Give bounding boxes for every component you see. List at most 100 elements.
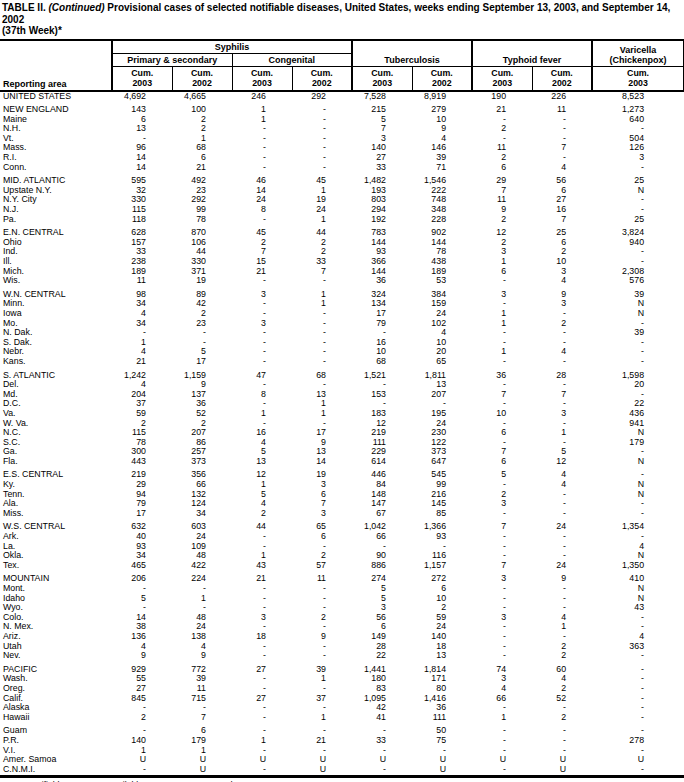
value-cell: 1,350 <box>592 561 684 571</box>
value-cell: - <box>472 532 532 542</box>
value-cell: - <box>292 143 352 153</box>
table-row: Md.20413781315320777- <box>0 390 684 400</box>
value-cell: 576 <box>592 276 684 286</box>
value-cell: 2 <box>532 319 592 329</box>
value-cell: 9 <box>292 632 352 642</box>
value-cell: - <box>232 143 292 153</box>
value-cell: 57 <box>292 561 352 571</box>
table-row: N. Dak.-----4--39 <box>0 328 684 338</box>
value-cell: - <box>292 319 352 329</box>
table-row: La.93109------4 <box>0 542 684 552</box>
value-cell: - <box>532 594 592 604</box>
table-row: W.N. CENTRAL9889313243843939 <box>0 290 684 300</box>
value-cell: U <box>472 755 532 765</box>
value-cell: 2 <box>472 124 532 134</box>
value-cell: 1 <box>292 299 352 309</box>
value-cell: - <box>292 357 352 367</box>
value-cell: 640 <box>592 115 684 125</box>
value-cell: 5 <box>472 470 532 480</box>
table-row: Fla.4433731314614647612N <box>0 457 684 467</box>
value-cell: 19 <box>172 276 232 286</box>
col-header-varicella-cum-2003: Cum.2003 <box>592 66 684 91</box>
value-cell: - <box>472 651 532 661</box>
table-bottom-rule <box>0 775 684 778</box>
value-cell: - <box>292 309 352 319</box>
value-cell: 4 <box>532 480 592 490</box>
value-cell: - <box>592 195 684 205</box>
value-cell: 34 <box>112 319 172 329</box>
value-cell: 7,528 <box>352 91 412 102</box>
value-cell: N <box>592 490 684 500</box>
value-cell: 886 <box>352 561 412 571</box>
value-cell: 190 <box>472 91 532 102</box>
col-group-primary-secondary: Primary & secondary <box>112 53 232 66</box>
value-cell: - <box>592 665 684 675</box>
reporting-area-header: Reporting area <box>0 40 112 91</box>
value-cell: - <box>232 124 292 134</box>
table-row: P.R.1401791213375--278 <box>0 736 684 746</box>
value-cell: - <box>592 674 684 684</box>
table-row: Va.595211183195103436 <box>0 409 684 419</box>
table-row: Wyo.----32--43 <box>0 603 684 613</box>
value-cell: 7 <box>172 713 232 723</box>
value-cell: - <box>232 703 292 713</box>
value-cell: 7 <box>472 390 532 400</box>
value-cell: U <box>292 765 352 775</box>
value-cell: 6 <box>292 532 352 542</box>
value-cell: 1 <box>292 674 352 684</box>
value-cell: - <box>292 642 352 652</box>
reporting-area-cell: Hawaii <box>0 713 112 723</box>
value-cell: 27 <box>232 665 292 675</box>
value-cell: - <box>472 357 532 367</box>
table-row: Mich.189371217144189632,308 <box>0 267 684 277</box>
table-row: PACIFIC92977227391,4411,8147460- <box>0 665 684 675</box>
value-cell: 2 <box>232 509 292 519</box>
value-cell: 14 <box>292 457 352 467</box>
value-cell: - <box>472 542 532 552</box>
reporting-area-cell: UNITED STATES <box>0 91 112 102</box>
value-cell: 52 <box>532 694 592 704</box>
value-cell: 845 <box>112 694 172 704</box>
value-cell: - <box>472 736 532 746</box>
value-cell: 21 <box>172 163 232 173</box>
table-row: Iowa42--17241-N <box>0 309 684 319</box>
value-cell: N <box>592 457 684 467</box>
col-header-syphilis-ps-cum-2003: Cum.2003 <box>112 66 172 91</box>
value-cell: 3 <box>472 499 532 509</box>
value-cell: 41 <box>352 713 412 723</box>
value-cell: 1,157 <box>412 561 472 571</box>
table-row: Idaho51--510--N <box>0 594 684 604</box>
value-cell: 226 <box>532 91 592 102</box>
value-cell: 43 <box>592 603 684 613</box>
table-row: N.J.11599824294348916- <box>0 205 684 215</box>
reporting-area-cell: N.J. <box>0 205 112 215</box>
reporting-area-cell: Wis. <box>0 276 112 286</box>
value-cell: 5 <box>112 594 172 604</box>
value-cell: 8 <box>232 205 292 215</box>
table-row: UNITED STATES4,6924,6652462927,5288,9191… <box>0 91 684 102</box>
value-cell: 3 <box>472 613 532 623</box>
value-cell: - <box>592 499 684 509</box>
value-cell: 1,521 <box>352 371 412 381</box>
value-cell: 9 <box>532 574 592 584</box>
value-cell: 1 <box>532 622 592 632</box>
value-cell: - <box>592 684 684 694</box>
table-title: TABLE II. (Continued) Provisional cases … <box>2 2 682 37</box>
table-row: NEW ENGLAND1431001-21527921111,273 <box>0 105 684 115</box>
value-cell: - <box>592 347 684 357</box>
reporting-area-cell: Pa. <box>0 215 112 225</box>
value-cell: - <box>292 651 352 661</box>
reporting-area-cell: Ark. <box>0 532 112 542</box>
value-cell: 11 <box>292 574 352 584</box>
value-cell: 465 <box>112 561 172 571</box>
table-row: Maine621-510--640 <box>0 115 684 125</box>
reporting-area-cell: D.C. <box>0 399 112 409</box>
table-row: Ind.334472937832- <box>0 247 684 257</box>
value-cell: 7 <box>472 561 532 571</box>
value-cell: - <box>532 357 592 367</box>
value-cell: U <box>172 765 232 775</box>
col-header-tb-cum-2003: Cum.2003 <box>352 66 412 91</box>
value-cell: 36 <box>352 276 412 286</box>
value-cell: U <box>232 755 292 765</box>
value-cell: - <box>592 509 684 519</box>
